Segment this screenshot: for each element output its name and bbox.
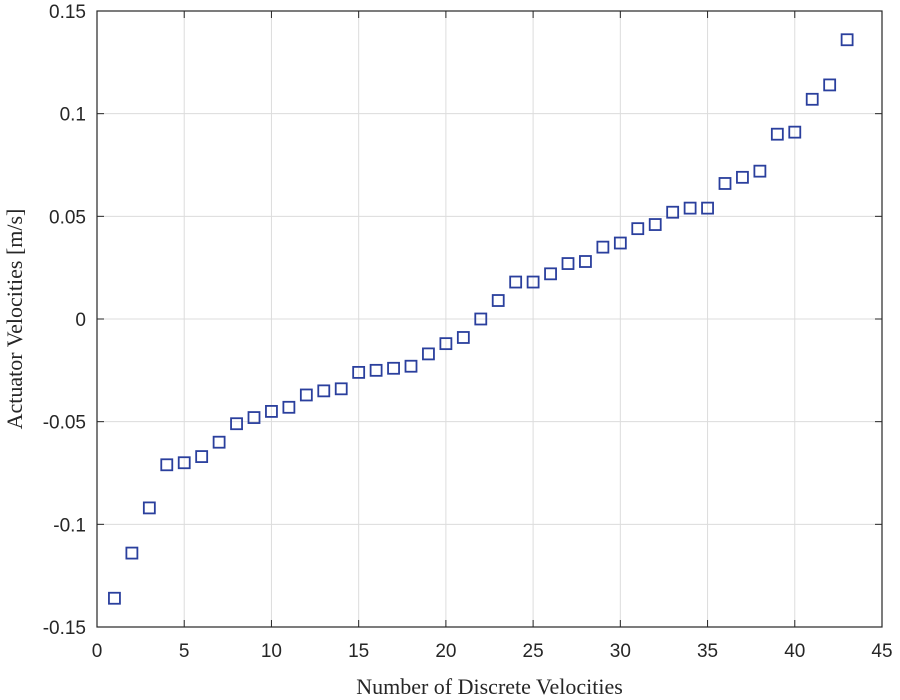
data-point (788, 125, 802, 139)
y-tick-label: -0.05 (43, 413, 86, 434)
data-point (230, 417, 243, 431)
data-point (108, 591, 121, 605)
y-tick-label: 0.15 (49, 2, 86, 23)
data-point (317, 384, 331, 398)
data-point (352, 365, 366, 379)
y-tick-label: -0.1 (53, 515, 86, 536)
x-tick-label: 5 (179, 641, 190, 662)
data-point (579, 255, 592, 268)
data-point (212, 435, 226, 449)
data-point (596, 240, 610, 254)
data-point (666, 205, 680, 219)
data-point (701, 201, 714, 215)
data-point (369, 363, 383, 377)
data-point (648, 218, 662, 231)
x-tick-label: 15 (348, 641, 369, 662)
data-point (387, 361, 400, 375)
y-tick-label: 0 (75, 310, 86, 331)
y-axis-label: Actuator Velocities [m/s] (2, 209, 27, 430)
data-point (265, 404, 278, 418)
x-tick-label: 45 (871, 641, 892, 662)
data-point (561, 257, 575, 270)
data-point (491, 294, 505, 307)
data-point (770, 127, 784, 141)
x-tick-label: 20 (435, 641, 456, 662)
y-tick-label: -0.15 (43, 618, 86, 639)
data-point (334, 382, 348, 396)
data-point (805, 92, 819, 106)
grid (97, 11, 882, 627)
data-point (474, 312, 488, 326)
data-point (509, 275, 523, 289)
data-point (195, 450, 209, 463)
data-point (753, 164, 767, 178)
data-point (160, 458, 174, 472)
x-axis-label: Number of Discrete Velocities (356, 674, 623, 699)
x-tick-label: 10 (261, 641, 282, 662)
data-point (840, 33, 854, 47)
y-tick-labels: -0.15 -0.1 -0.05 0 0.05 0.1 0.15 (43, 2, 86, 639)
x-tick-label: 25 (523, 641, 544, 662)
x-tick-label: 35 (697, 641, 718, 662)
data-point (404, 359, 418, 373)
data-point (736, 170, 749, 184)
data-point (456, 331, 470, 344)
data-point (823, 78, 837, 92)
data-point (613, 236, 627, 250)
x-tick-label: 40 (784, 641, 805, 662)
data-point (526, 275, 540, 289)
data-point (282, 400, 296, 414)
data-markers (108, 33, 854, 605)
x-tick-label: 0 (92, 641, 103, 662)
y-tick-label: 0.05 (49, 207, 86, 228)
data-point (247, 411, 261, 424)
data-point (177, 456, 191, 470)
data-point (142, 501, 156, 515)
data-point (422, 347, 435, 361)
y-tick-label: 0.1 (60, 105, 86, 126)
data-point (439, 337, 453, 351)
data-point (544, 267, 557, 281)
tick-marks (96, 10, 883, 628)
data-point (683, 201, 697, 215)
data-point (718, 177, 732, 190)
data-point (299, 388, 313, 402)
data-point (631, 222, 645, 236)
x-tick-label: 30 (610, 641, 631, 662)
x-tick-labels: 0 5 10 15 20 25 30 35 40 45 (92, 641, 893, 662)
data-point (125, 546, 139, 560)
